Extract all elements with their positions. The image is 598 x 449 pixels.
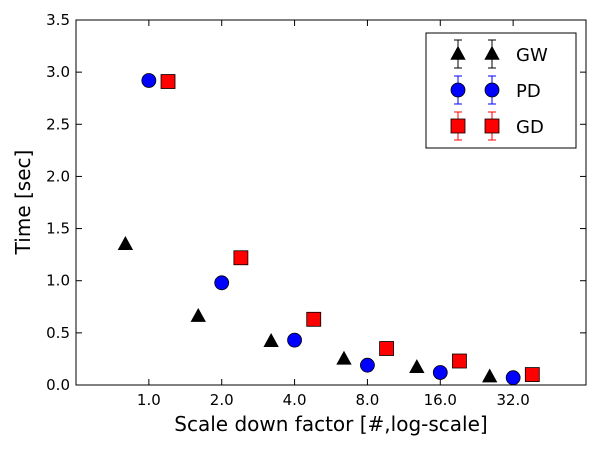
legend-label: GD	[516, 117, 544, 138]
legend-label: GW	[516, 45, 548, 66]
legend-marker-gw	[484, 45, 500, 60]
y-tick-label: 2.5	[46, 115, 70, 133]
gw-point	[190, 307, 206, 322]
legend-marker-pd	[450, 82, 466, 98]
x-tick-label: 16.0	[424, 391, 457, 409]
gd-point	[233, 250, 249, 266]
x-axis: 1.0 2.0 4.0 8.0 16.0 32.0	[137, 20, 530, 409]
gw-point	[336, 350, 352, 365]
legend-box	[425, 32, 577, 149]
y-tick-label: 0.5	[46, 324, 70, 342]
gw-point	[482, 368, 498, 383]
pd-point	[432, 365, 448, 380]
y-tick-label: 1.5	[46, 220, 70, 238]
y-tick-label: 3.0	[46, 63, 70, 81]
x-tick-label: 32.0	[496, 391, 529, 409]
y-axis: 0.0 0.5 1.0 1.5 2.0 2.5 3.0 3.5	[46, 11, 586, 394]
y-axis-label: Time [sec]	[11, 150, 35, 256]
data-points	[117, 73, 540, 386]
legend-entry-pd: PD	[450, 75, 541, 105]
gd-point	[452, 353, 467, 369]
series-pd	[141, 73, 521, 386]
legend-entry-gd: GD	[450, 111, 544, 141]
x-tick-label: 2.0	[210, 391, 234, 409]
y-tick-label: 0.0	[46, 376, 70, 394]
pd-point	[360, 357, 375, 373]
legend-marker-gw	[450, 45, 466, 60]
gw-point	[409, 359, 425, 374]
legend: GW PD GD	[425, 32, 577, 149]
gw-point	[117, 236, 134, 250]
legend-entry-gw: GW	[450, 39, 548, 69]
pd-point	[214, 275, 230, 291]
x-axis-label: Scale down factor [#,log-scale]	[174, 412, 487, 436]
x-tick-label: 4.0	[283, 391, 307, 409]
pd-point	[287, 332, 302, 348]
gw-point	[263, 332, 279, 347]
x-tick-label: 1.0	[137, 391, 161, 409]
y-tick-label: 1.0	[46, 272, 70, 290]
pd-point	[505, 370, 521, 386]
pd-point	[141, 73, 157, 88]
gd-point	[524, 367, 540, 382]
legend-marker-pd	[484, 82, 500, 98]
x-tick-label: 8.0	[355, 391, 379, 409]
y-tick-label: 2.0	[46, 167, 70, 185]
y-tick-label: 3.5	[46, 11, 70, 29]
gd-point	[160, 74, 176, 89]
legend-marker-gd	[450, 118, 466, 134]
legend-marker-gd	[484, 118, 500, 134]
series-gd	[160, 74, 540, 382]
legend-label: PD	[516, 81, 541, 102]
gd-point	[306, 311, 322, 327]
gd-point	[379, 341, 394, 356]
series-gw	[117, 236, 498, 383]
